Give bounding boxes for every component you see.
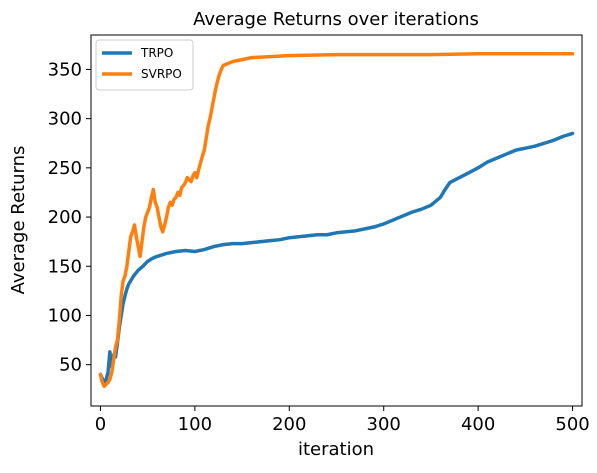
- y-tick-label: 200: [48, 207, 82, 228]
- x-tick-label: 200: [272, 414, 306, 435]
- legend-label-svrpo: SVRPO: [141, 67, 182, 81]
- plot-frame: [90, 34, 583, 407]
- y-axis-label: Average Returns: [8, 146, 29, 295]
- chart-title: Average Returns over iterations: [193, 9, 479, 30]
- series-line-trpo: [98, 131, 575, 387]
- series-line-svrpo: [98, 51, 575, 389]
- x-axis-label: iteration: [298, 439, 374, 460]
- y-tick-label: 150: [48, 256, 82, 277]
- legend: TRPO SVRPO: [95, 39, 194, 91]
- y-tick-label: 350: [48, 59, 82, 80]
- legend-label-trpo: TRPO: [140, 46, 173, 60]
- x-tick-label: 300: [367, 414, 401, 435]
- x-tick-label: 0: [95, 414, 106, 435]
- y-tick-label: 250: [48, 158, 82, 179]
- plot-area: [98, 51, 575, 389]
- y-tick-label: 100: [48, 305, 82, 326]
- x-tick-label: 100: [178, 414, 212, 435]
- y-tick-label: 300: [48, 109, 82, 130]
- x-tick-label: 500: [555, 414, 589, 435]
- y-tick-label: 50: [59, 355, 82, 376]
- axes: 0 100 200 300 400 500 50 100 150 200 250 300 350: [48, 34, 590, 435]
- x-tick-label: 400: [461, 414, 495, 435]
